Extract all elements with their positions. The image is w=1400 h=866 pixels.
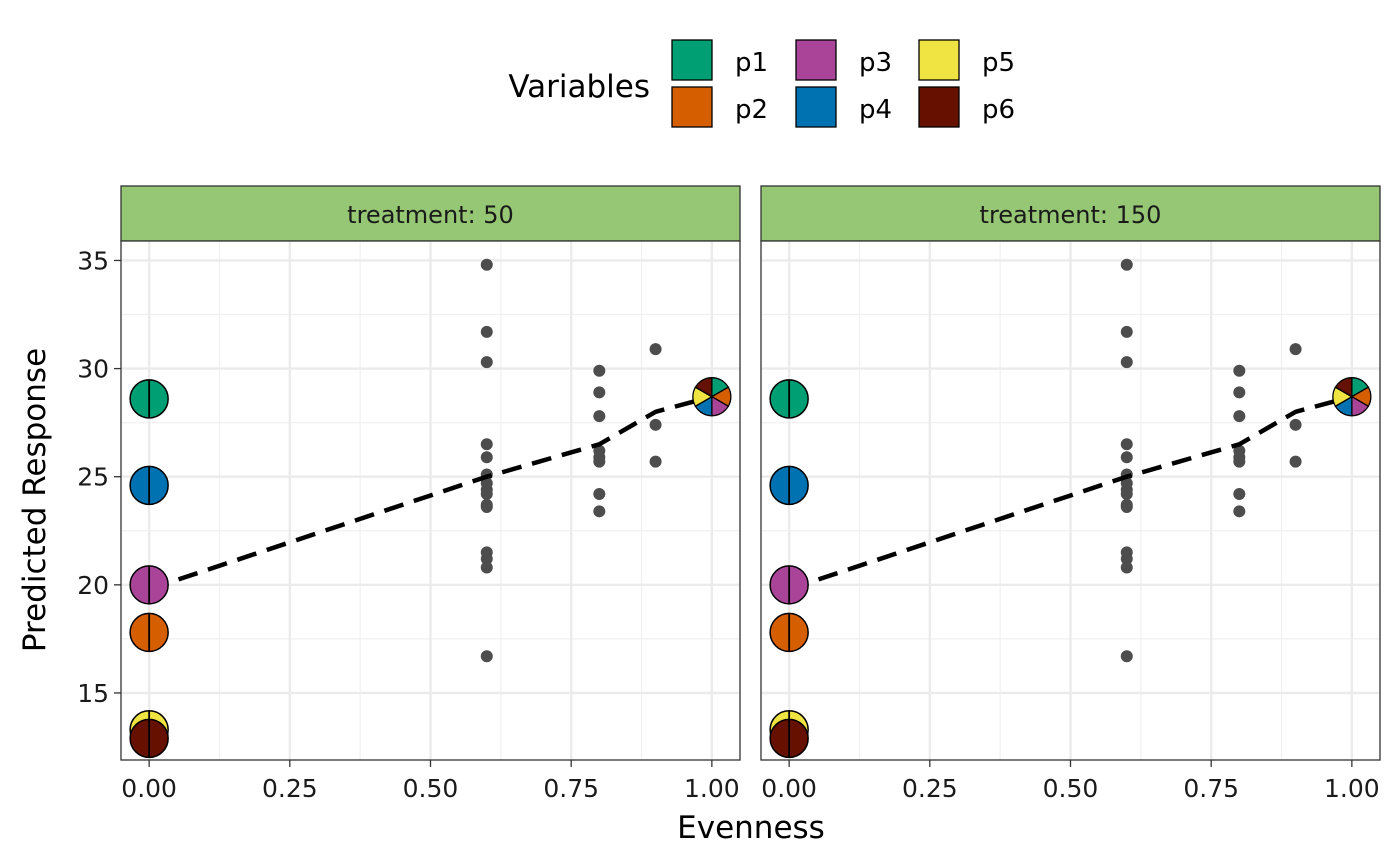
- scatter-point: [593, 505, 606, 518]
- scatter-point: [1233, 410, 1246, 423]
- scatter-point: [480, 258, 493, 271]
- x-tick-label: 1.00: [1324, 774, 1380, 803]
- legend-label-p4: p4: [859, 95, 892, 125]
- scatter-point: [1233, 488, 1246, 501]
- x-tick-label: 0.25: [262, 774, 318, 803]
- scatter-point: [593, 410, 606, 423]
- scatter-point: [480, 451, 493, 464]
- scatter-point: [480, 561, 493, 574]
- trend-line: [788, 394, 1353, 592]
- x-tick-label: 0.75: [1183, 774, 1239, 803]
- legend-label-p6: p6: [982, 95, 1015, 125]
- chart-panels: treatment: 50 0.00 0.25 0.50 0.75 1.00 15 20 25 3…: [77, 185, 1381, 803]
- mixture-slice-p6: [1334, 377, 1353, 398]
- scatter-point: [1233, 364, 1246, 377]
- x-tick-label: 0.00: [121, 774, 177, 803]
- scatter-point: [480, 650, 493, 663]
- scatter-point: [593, 364, 606, 377]
- x-tick-label: 0.50: [1043, 774, 1099, 803]
- y-tick-label: 35: [77, 246, 109, 275]
- x-tick-label: 0.75: [543, 774, 599, 803]
- scatter-point: [1120, 451, 1133, 464]
- scatter-point: [1233, 505, 1246, 518]
- scatter-point: [593, 386, 606, 399]
- x-tick-label: 1.00: [684, 774, 740, 803]
- scatter-point: [649, 343, 662, 356]
- legend: Variables p1 p2 p3 p4 p5 p6: [508, 39, 1015, 128]
- scatter-point: [593, 455, 606, 468]
- scatter-point: [1120, 325, 1133, 338]
- scatter-point: [1289, 418, 1302, 431]
- scatter-point: [1289, 343, 1302, 356]
- scatter-point: [1120, 500, 1133, 513]
- y-tick-label: 30: [77, 355, 109, 384]
- legend-key-p4: [795, 86, 837, 128]
- legend-title: Variables: [508, 69, 650, 105]
- panel-1: treatment: 50 0.00 0.25 0.50 0.75 1.00 15 20 25 3…: [77, 185, 741, 803]
- scatter-point: [1120, 258, 1133, 271]
- scatter-point: [1120, 356, 1133, 369]
- legend-label-p3: p3: [859, 48, 892, 78]
- legend-key-p6: [918, 86, 960, 128]
- panel-2: treatment: 150 0.00 0.25 0.50 0.75 1.00: [760, 185, 1381, 803]
- legend-label-p1: p1: [735, 48, 768, 78]
- scatter-point: [480, 438, 493, 451]
- scatter-point: [480, 488, 493, 501]
- scatter-point: [480, 356, 493, 369]
- scatter-point: [593, 488, 606, 501]
- x-tick-label: 0.25: [902, 774, 958, 803]
- legend-key-p5: [918, 39, 960, 81]
- scatter-point: [1120, 561, 1133, 574]
- scatter-point: [1120, 488, 1133, 501]
- panel-strip: [120, 185, 741, 242]
- y-tick-label: 20: [77, 571, 109, 600]
- legend-label-p2: p2: [735, 95, 768, 125]
- scatter-point: [1233, 455, 1246, 468]
- scatter-point: [649, 418, 662, 431]
- scatter-point: [1233, 386, 1246, 399]
- legend-key-p1: [671, 39, 713, 81]
- x-tick-label: 0.50: [403, 774, 459, 803]
- scatter-point: [1289, 455, 1302, 468]
- scatter-point: [1120, 650, 1133, 663]
- scatter-point: [649, 455, 662, 468]
- panel-strip-label: treatment: 150: [980, 201, 1162, 229]
- mixture-slice-p6: [694, 377, 713, 398]
- trend-line: [148, 394, 713, 592]
- legend-key-p3: [795, 39, 837, 81]
- legend-key-p2: [671, 86, 713, 128]
- scatter-point: [480, 552, 493, 565]
- y-tick-label: 15: [77, 679, 109, 708]
- y-axis-title: Predicted Response: [17, 348, 53, 652]
- x-tick-label: 0.00: [761, 774, 817, 803]
- legend-label-p5: p5: [982, 48, 1015, 78]
- scatter-point: [1120, 438, 1133, 451]
- panel-strip-label: treatment: 50: [347, 201, 514, 229]
- y-tick-label: 25: [77, 463, 109, 492]
- scatter-point: [480, 325, 493, 338]
- x-axis-title: Evenness: [677, 810, 825, 846]
- scatter-point: [1120, 552, 1133, 565]
- scatter-point: [480, 500, 493, 513]
